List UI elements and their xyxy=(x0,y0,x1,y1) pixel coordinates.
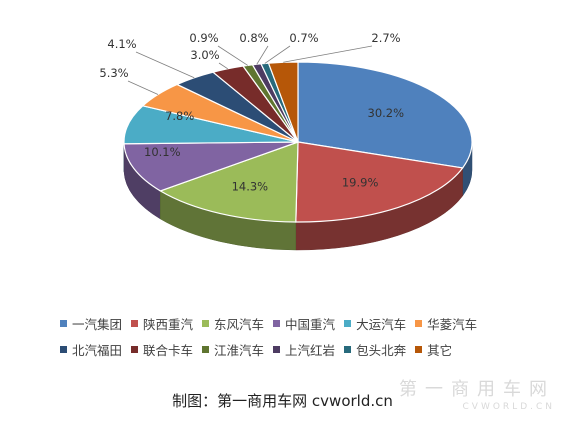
footer-site: cvworld.cn xyxy=(311,392,393,410)
legend-item: 东风汽车 xyxy=(202,314,264,333)
legend-item: 包头北奔 xyxy=(344,340,406,359)
legend-label: 江淮汽车 xyxy=(214,342,265,358)
pie-label-3: 10.1% xyxy=(144,145,181,159)
watermark-sub: CVWORLD.CN xyxy=(462,402,555,412)
pie-label-5: 5.3% xyxy=(99,66,128,80)
legend-label: 中国重汽 xyxy=(285,316,336,332)
slice-0 xyxy=(297,61,473,169)
legend-swatch xyxy=(344,345,352,353)
legend-swatch xyxy=(415,319,423,327)
legend-item: 大运汽车 xyxy=(344,314,406,333)
legend-swatch xyxy=(415,345,423,353)
slice-1 xyxy=(295,141,464,223)
pie-label-7: 3.0% xyxy=(190,48,219,62)
leader-line-10 xyxy=(264,45,291,64)
legend-swatch xyxy=(202,319,210,327)
leader-line-11 xyxy=(283,45,373,63)
legend-label: 华菱汽车 xyxy=(427,316,478,332)
pie-label-0: 30.2% xyxy=(368,106,405,120)
footer-caption: 制图：第一商用车网 xyxy=(172,392,308,410)
pie-labels: 30.2% 19.9% 14.3% 10.1% 7.8% 5.3% 4.1% 3.0% 0.9%… xyxy=(99,31,404,193)
legend-label: 其它 xyxy=(427,342,453,358)
slice-2 xyxy=(158,141,299,223)
legend-swatch xyxy=(344,319,352,327)
legend-item: 江淮汽车 xyxy=(202,340,264,359)
legend-swatch xyxy=(273,319,281,327)
chart-legend: 一汽集团 陕西重汽 东风汽车 中国重汽 大运汽车 华菱汽车北汽福田 联合卡车 江淮汽车 上汽红岩… xyxy=(60,310,550,362)
legend-row: 一汽集团 陕西重汽 东风汽车 中国重汽 大运汽车 华菱汽车 xyxy=(60,310,550,336)
leader-line-9 xyxy=(256,45,269,65)
legend-swatch xyxy=(202,345,210,353)
leader-line-6 xyxy=(135,51,195,79)
legend-label: 东风汽车 xyxy=(214,316,265,332)
legend-item: 上汽红岩 xyxy=(273,340,335,359)
legend-item: 联合卡车 xyxy=(131,340,193,359)
legend-row: 北汽福田 联合卡车 江淮汽车 上汽红岩 包头北奔 其它 xyxy=(60,336,550,362)
legend-item: 陕西重汽 xyxy=(131,314,193,333)
legend-label: 联合卡车 xyxy=(143,342,194,358)
legend-label: 大运汽车 xyxy=(356,316,407,332)
legend-label: 陕西重汽 xyxy=(143,316,194,332)
pie-label-1: 19.9% xyxy=(342,176,379,190)
pie-label-8: 0.9% xyxy=(189,31,218,45)
legend-swatch xyxy=(131,345,139,353)
pie-tops xyxy=(123,61,473,223)
watermark-text: 第一商用车网 xyxy=(399,379,555,400)
leader-line-5 xyxy=(127,80,159,95)
leader-line-8 xyxy=(217,45,249,66)
legend-label: 包头北奔 xyxy=(356,342,407,358)
legend-item: 华菱汽车 xyxy=(415,314,477,333)
legend-swatch xyxy=(273,345,281,353)
pie-label-11: 2.7% xyxy=(371,31,400,45)
pie-leader-lines xyxy=(127,45,373,95)
pie-label-9: 0.8% xyxy=(239,31,268,45)
legend-item: 一汽集团 xyxy=(60,314,122,333)
watermark-logo: 第一商用车网 CVWORLD.CN xyxy=(399,375,555,412)
legend-label: 上汽红岩 xyxy=(285,342,336,358)
slice-3 xyxy=(123,141,299,192)
pie-label-2: 14.3% xyxy=(232,179,269,193)
pie-label-10: 0.7% xyxy=(289,31,318,45)
legend-item: 中国重汽 xyxy=(273,314,335,333)
legend-label: 北汽福田 xyxy=(72,342,123,358)
legend-swatch xyxy=(60,345,67,353)
chart-footer: 制图：第一商用车网 cvworld.cn xyxy=(0,390,565,411)
legend-swatch xyxy=(60,319,67,327)
pie-label-6: 4.1% xyxy=(107,37,136,51)
legend-item: 北汽福田 xyxy=(60,340,122,359)
pie-label-4: 7.8% xyxy=(165,109,194,123)
legend-swatch xyxy=(131,319,139,327)
leader-line-7 xyxy=(218,62,228,70)
legend-label: 一汽集团 xyxy=(72,316,123,332)
legend-item: 其它 xyxy=(415,340,452,359)
pie-chart: 30.2% 19.9% 14.3% 10.1% 7.8% 5.3% 4.1% 3.0% 0.9%… xyxy=(99,31,473,251)
